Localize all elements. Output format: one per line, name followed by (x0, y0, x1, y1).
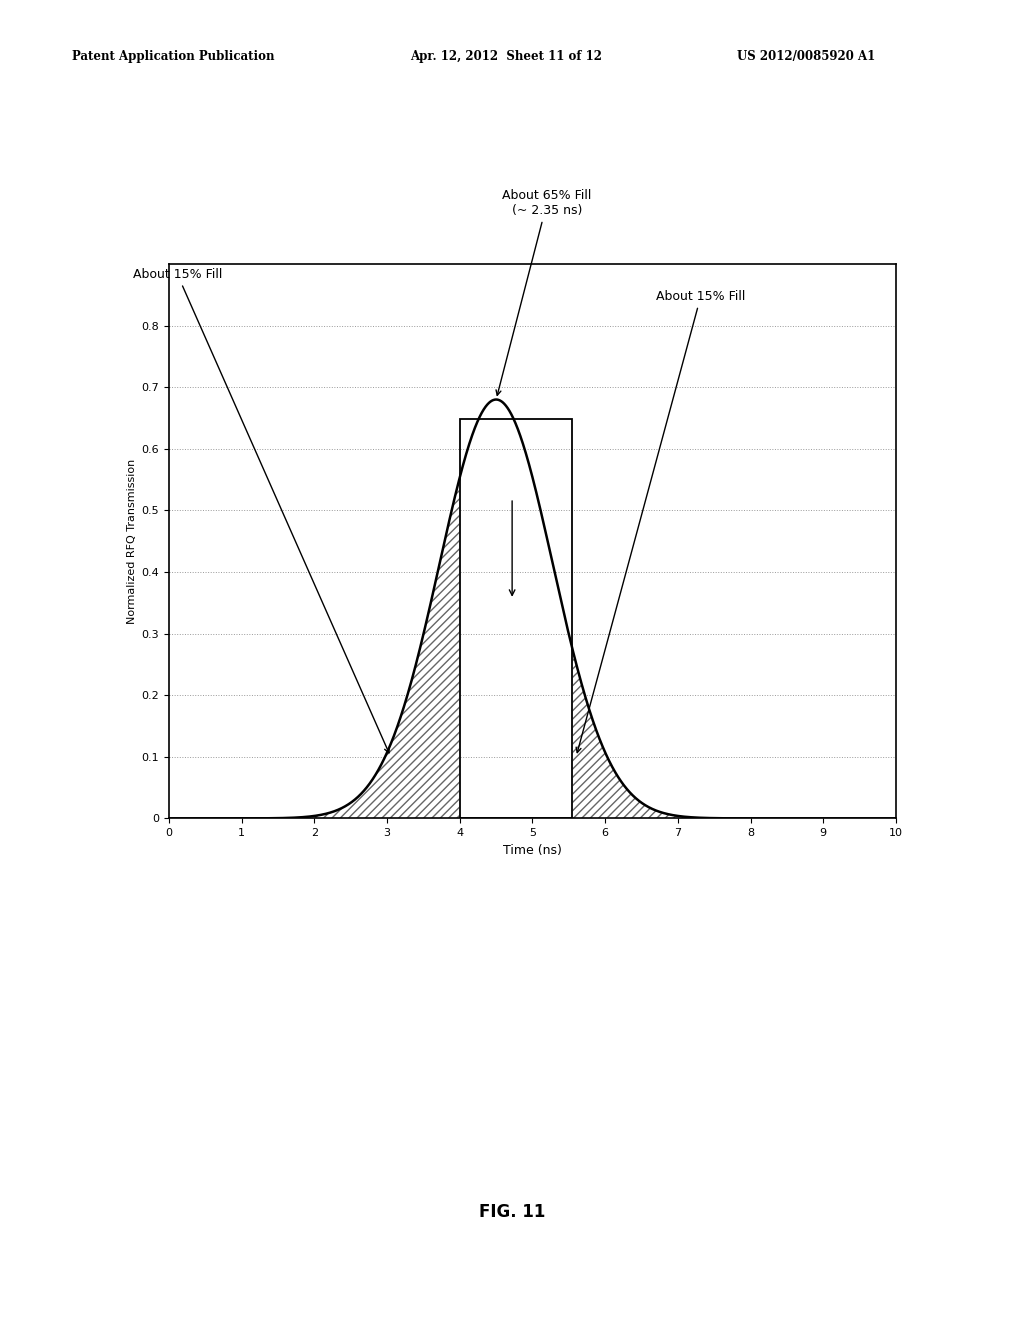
Text: Apr. 12, 2012  Sheet 11 of 12: Apr. 12, 2012 Sheet 11 of 12 (410, 50, 602, 63)
Text: Patent Application Publication: Patent Application Publication (72, 50, 274, 63)
Text: FIG. 11: FIG. 11 (479, 1203, 545, 1221)
Text: US 2012/0085920 A1: US 2012/0085920 A1 (737, 50, 876, 63)
Text: About 15% Fill: About 15% Fill (577, 290, 745, 752)
Text: About 15% Fill: About 15% Fill (133, 268, 389, 752)
Text: About 65% Fill
(~ 2.35 ns): About 65% Fill (~ 2.35 ns) (496, 189, 592, 395)
Bar (460, 420, 572, 818)
Y-axis label: Normalized RFQ Transmission: Normalized RFQ Transmission (127, 458, 137, 624)
X-axis label: Time (ns): Time (ns) (503, 843, 562, 857)
